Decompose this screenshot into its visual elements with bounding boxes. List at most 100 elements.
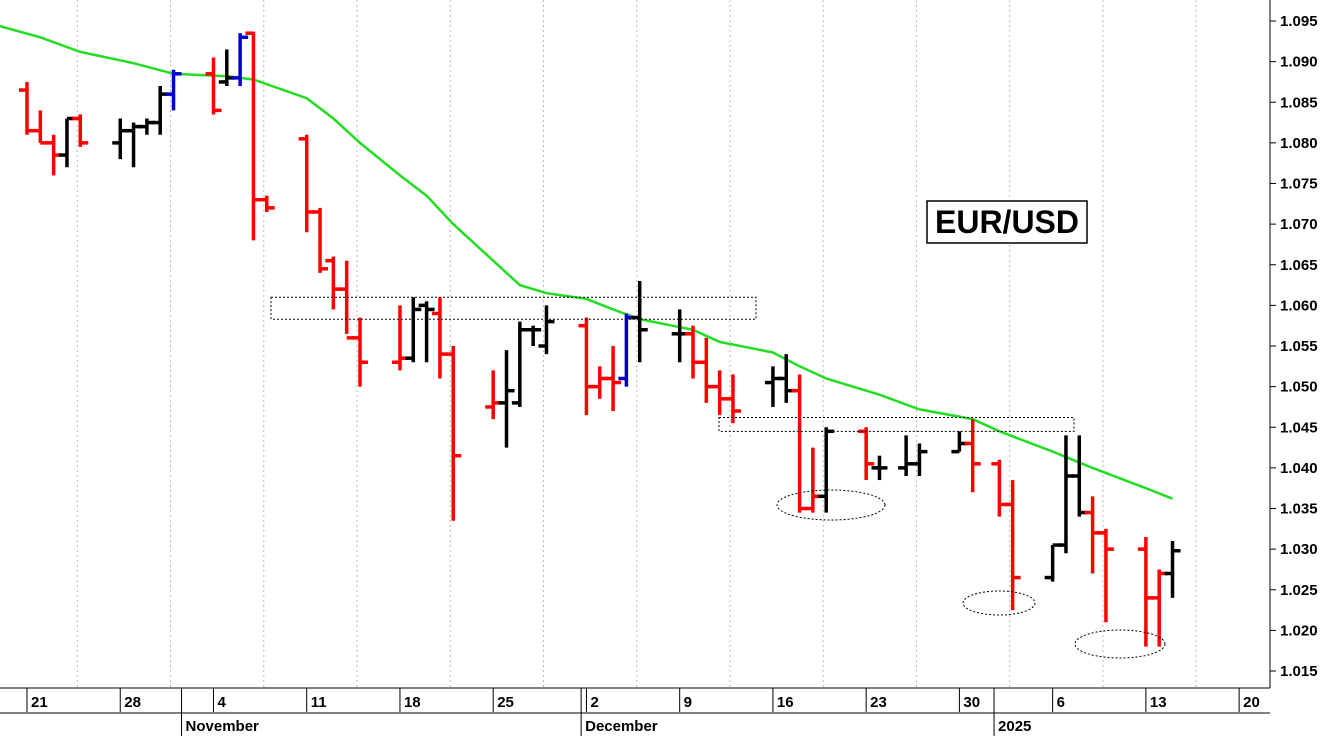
ohlc-bar <box>578 317 595 416</box>
moving-average-layer <box>0 24 1173 500</box>
ohlc-bar <box>445 346 462 521</box>
x-tick-label: 16 <box>777 694 794 711</box>
ohlc-bar <box>858 427 875 481</box>
ohlc-bar <box>125 122 142 168</box>
y-tick-label: 1.085 <box>1280 94 1318 111</box>
ohlc-bar <box>218 49 235 86</box>
ohlc-bar <box>312 207 329 273</box>
ohlc-bar <box>991 459 1008 517</box>
y-tick-label: 1.065 <box>1280 257 1318 274</box>
ohlc-bar <box>1071 435 1088 517</box>
y-tick-label: 1.095 <box>1280 13 1318 30</box>
ohlc-bar <box>698 337 715 403</box>
ohlc-bar <box>538 305 555 355</box>
y-tick-label: 1.015 <box>1280 663 1318 680</box>
ohlc-bar <box>1151 569 1168 647</box>
annotations <box>270 296 1166 659</box>
title-box: EUR/USD <box>926 200 1088 244</box>
ohlc-bar <box>1137 536 1154 647</box>
month-label: December <box>585 718 658 735</box>
ohlc-bar <box>871 455 888 481</box>
ohlc-bar <box>671 309 688 363</box>
ohlc-bar <box>205 57 222 115</box>
y-tick-label: 1.075 <box>1280 176 1318 193</box>
ohlc-bar <box>72 114 89 147</box>
month-label: 2025 <box>998 718 1031 735</box>
ohlc-bar <box>911 443 928 476</box>
support-ellipse <box>962 590 1036 616</box>
y-tick-label: 1.040 <box>1280 460 1318 477</box>
ohlc-bar <box>591 366 608 399</box>
ohlc-bar <box>804 447 821 513</box>
ohlc-bar <box>298 134 315 233</box>
ohlc-bar <box>1004 480 1021 611</box>
y-tick-label: 1.090 <box>1280 54 1318 71</box>
ohlc-bar <box>711 370 728 416</box>
ohlc-bar <box>631 281 648 363</box>
ohlc-bar <box>232 33 249 86</box>
x-tick-label: 11 <box>311 694 327 711</box>
ohlc-bar <box>1084 496 1101 574</box>
ohlc-bar <box>511 321 528 407</box>
ohlc-bar <box>498 350 515 448</box>
ohlc-bar <box>1164 541 1181 598</box>
ohlc-bar <box>525 325 542 346</box>
x-tick-label: 20 <box>1243 694 1260 711</box>
moving-average-line <box>0 24 1173 500</box>
ohlc-bar <box>258 195 275 212</box>
title-frame <box>926 200 1088 244</box>
ohlc-bar <box>724 374 741 424</box>
y-tick-label: 1.030 <box>1280 541 1318 558</box>
x-tick-label: 28 <box>124 694 141 711</box>
y-tick-label: 1.060 <box>1280 297 1318 314</box>
x-tick-label: 2 <box>590 694 598 711</box>
ohlc-bar <box>818 427 835 513</box>
ohlc-bar <box>1097 528 1114 623</box>
ohlc-bar <box>618 313 635 387</box>
gridlines <box>76 0 1197 688</box>
x-tick-label: 21 <box>31 694 48 711</box>
ohlc-bar <box>391 305 408 371</box>
y-tick-label: 1.050 <box>1280 379 1318 396</box>
ohlc-bar <box>19 81 35 135</box>
ohlc-bar <box>485 370 502 420</box>
ohlc-bar <box>112 118 129 160</box>
x-tick-label: 4 <box>217 694 226 711</box>
ohlc-bar <box>338 260 355 340</box>
x-tick-label: 6 <box>1057 694 1065 711</box>
ohlc-bar <box>951 431 968 454</box>
resistance-zone-box <box>270 296 757 320</box>
ohlc-bar <box>964 419 981 493</box>
ohlc-bar <box>418 301 435 363</box>
price-bars <box>19 31 1181 647</box>
ohlc-bar <box>352 317 368 387</box>
support-ellipse <box>1074 629 1166 659</box>
resistance-zone-box <box>718 417 1075 432</box>
x-tick-label: 9 <box>684 694 692 711</box>
x-tick-label: 13 <box>1150 694 1167 711</box>
x-tick-label: 18 <box>404 694 421 711</box>
ohlc-bar <box>325 256 342 310</box>
y-tick-label: 1.025 <box>1280 582 1318 599</box>
y-tick-label: 1.020 <box>1280 622 1318 639</box>
y-tick-label: 1.070 <box>1280 216 1318 233</box>
ohlc-bar <box>32 110 49 145</box>
ohlc-bar <box>764 366 781 407</box>
ohlc-bar <box>605 346 622 411</box>
x-tick-label: 23 <box>870 694 887 711</box>
ohlc-bar <box>898 435 915 476</box>
x-tick-label: 30 <box>963 694 980 711</box>
ohlc-bar <box>1057 435 1074 554</box>
chart-title: EUR/USD <box>935 204 1079 240</box>
ohlc-bar <box>245 31 262 241</box>
x-tick-label: 25 <box>497 694 514 711</box>
month-label: November <box>186 718 260 735</box>
ohlc-bar <box>58 116 75 168</box>
ohlc-bar <box>1044 543 1061 582</box>
ohlc-bar <box>405 297 422 363</box>
y-tick-label: 1.055 <box>1280 338 1318 355</box>
y-tick-label: 1.080 <box>1280 135 1318 152</box>
support-ellipse <box>776 489 886 521</box>
